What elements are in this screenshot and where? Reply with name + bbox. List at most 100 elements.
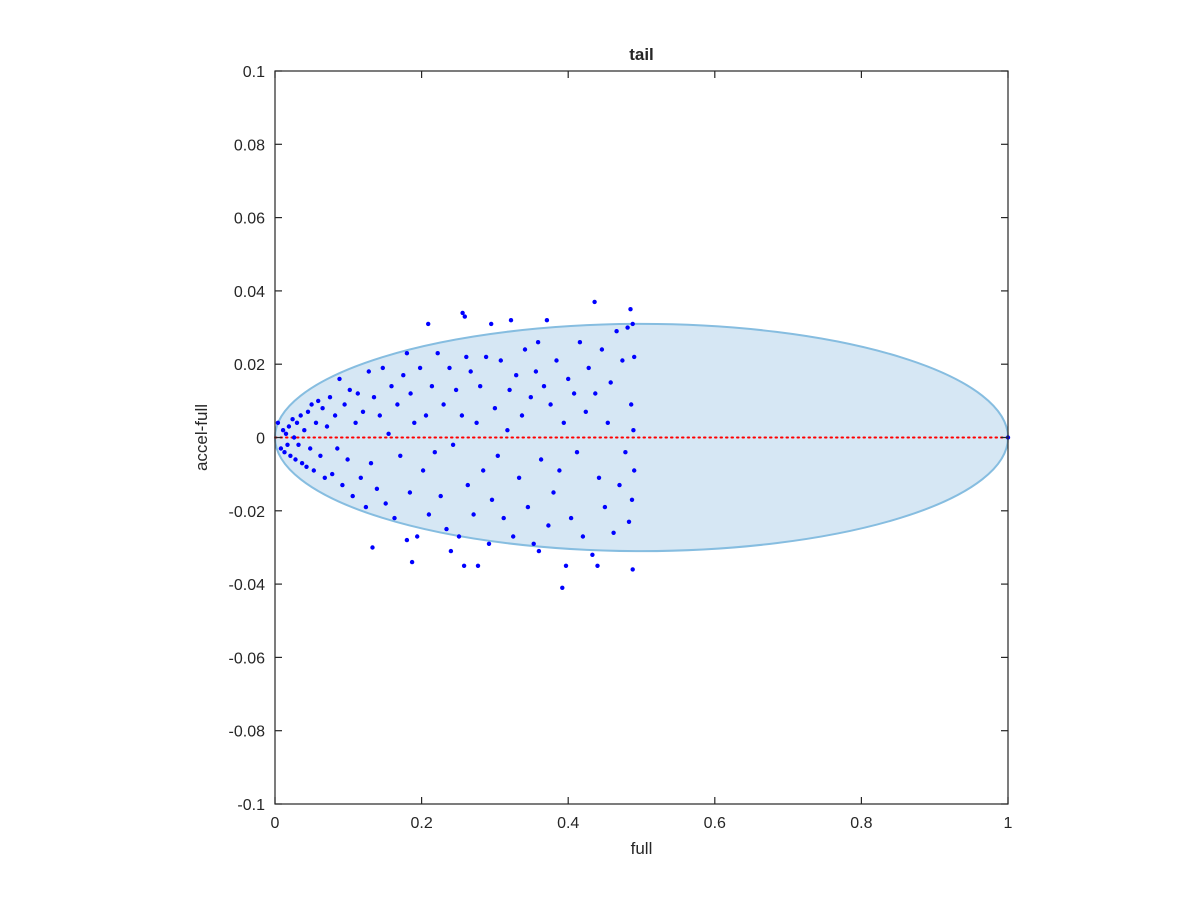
data-point — [429, 384, 435, 389]
data-point — [407, 490, 413, 495]
data-point — [486, 541, 492, 546]
data-point — [511, 534, 516, 539]
data-point — [505, 428, 510, 433]
data-point — [538, 457, 544, 462]
data-point — [290, 417, 295, 422]
data-point — [525, 504, 531, 510]
data-point — [481, 468, 486, 473]
data-point — [304, 464, 309, 469]
data-point — [554, 358, 559, 363]
data-point — [447, 365, 452, 371]
data-point — [465, 482, 470, 488]
data-point — [489, 497, 495, 502]
data-point — [557, 468, 562, 473]
data-point — [471, 512, 476, 517]
data-point — [468, 369, 473, 374]
data-point — [461, 563, 467, 568]
data-point — [508, 318, 514, 323]
chart-title: tail — [629, 45, 654, 64]
data-point — [432, 450, 437, 455]
data-point — [632, 468, 637, 473]
data-point — [305, 409, 311, 414]
y-tick-label: 0 — [256, 431, 265, 448]
data-point — [501, 515, 506, 521]
data-point — [611, 530, 616, 535]
y-tick-label: -0.1 — [237, 797, 265, 814]
data-point — [311, 468, 316, 473]
data-point — [404, 351, 410, 356]
data-point — [478, 384, 483, 389]
data-point — [322, 475, 327, 480]
data-point — [566, 376, 571, 382]
data-point — [536, 548, 542, 554]
data-point — [528, 395, 533, 400]
y-tick-label: -0.02 — [229, 504, 266, 521]
data-point — [380, 365, 385, 371]
data-point — [308, 446, 313, 451]
data-point — [629, 402, 634, 407]
data-point — [296, 442, 301, 447]
data-point — [617, 482, 622, 488]
data-point — [420, 468, 426, 473]
data-point — [456, 534, 462, 539]
data-point — [374, 486, 380, 491]
data-point — [507, 387, 512, 393]
data-point — [548, 402, 553, 407]
data-point — [404, 537, 410, 543]
data-point — [625, 325, 630, 330]
data-point — [294, 420, 300, 425]
x-tick-label: 0 — [271, 815, 280, 832]
data-point — [275, 420, 281, 425]
data-point — [595, 563, 600, 568]
data-point — [377, 413, 382, 418]
data-point — [332, 413, 338, 418]
data-point — [623, 450, 628, 455]
y-tick-label: 0.06 — [234, 211, 265, 228]
data-point — [592, 299, 597, 305]
x-tick-label: 0.8 — [850, 815, 872, 832]
y-tick-label: -0.08 — [229, 724, 266, 741]
data-point — [278, 446, 284, 451]
y-axis-label: accel-full — [192, 404, 211, 471]
data-point — [398, 453, 403, 458]
y-tick-label: -0.04 — [229, 577, 266, 594]
data-point — [630, 321, 635, 327]
data-point — [593, 391, 598, 396]
data-point — [368, 461, 374, 466]
data-point — [358, 475, 363, 480]
data-point — [299, 461, 305, 466]
data-point — [631, 428, 636, 433]
data-point — [464, 354, 469, 360]
data-point — [286, 424, 292, 429]
data-point — [460, 310, 465, 316]
data-point — [563, 563, 569, 568]
data-point — [544, 318, 550, 323]
data-point — [435, 351, 440, 356]
data-point — [293, 457, 298, 462]
data-point — [533, 369, 539, 374]
data-point — [302, 428, 307, 433]
data-point — [347, 387, 352, 393]
data-point — [316, 398, 321, 404]
data-point — [492, 406, 498, 411]
data-point — [586, 365, 591, 371]
data-point — [551, 490, 556, 495]
data-point — [320, 406, 325, 411]
data-point — [474, 420, 479, 425]
data-point — [483, 354, 489, 360]
data-point — [568, 515, 574, 521]
data-point — [560, 585, 565, 590]
data-point — [415, 534, 420, 539]
data-point — [475, 563, 481, 568]
data-point — [423, 413, 429, 418]
data-point — [360, 409, 366, 414]
data-point — [489, 321, 494, 327]
data-point — [620, 358, 625, 363]
data-point — [337, 376, 342, 382]
data-point — [392, 515, 397, 521]
data-point — [531, 541, 536, 546]
data-point — [370, 545, 375, 550]
data-point — [444, 526, 449, 532]
data-point — [596, 475, 602, 480]
data-point — [498, 358, 503, 363]
